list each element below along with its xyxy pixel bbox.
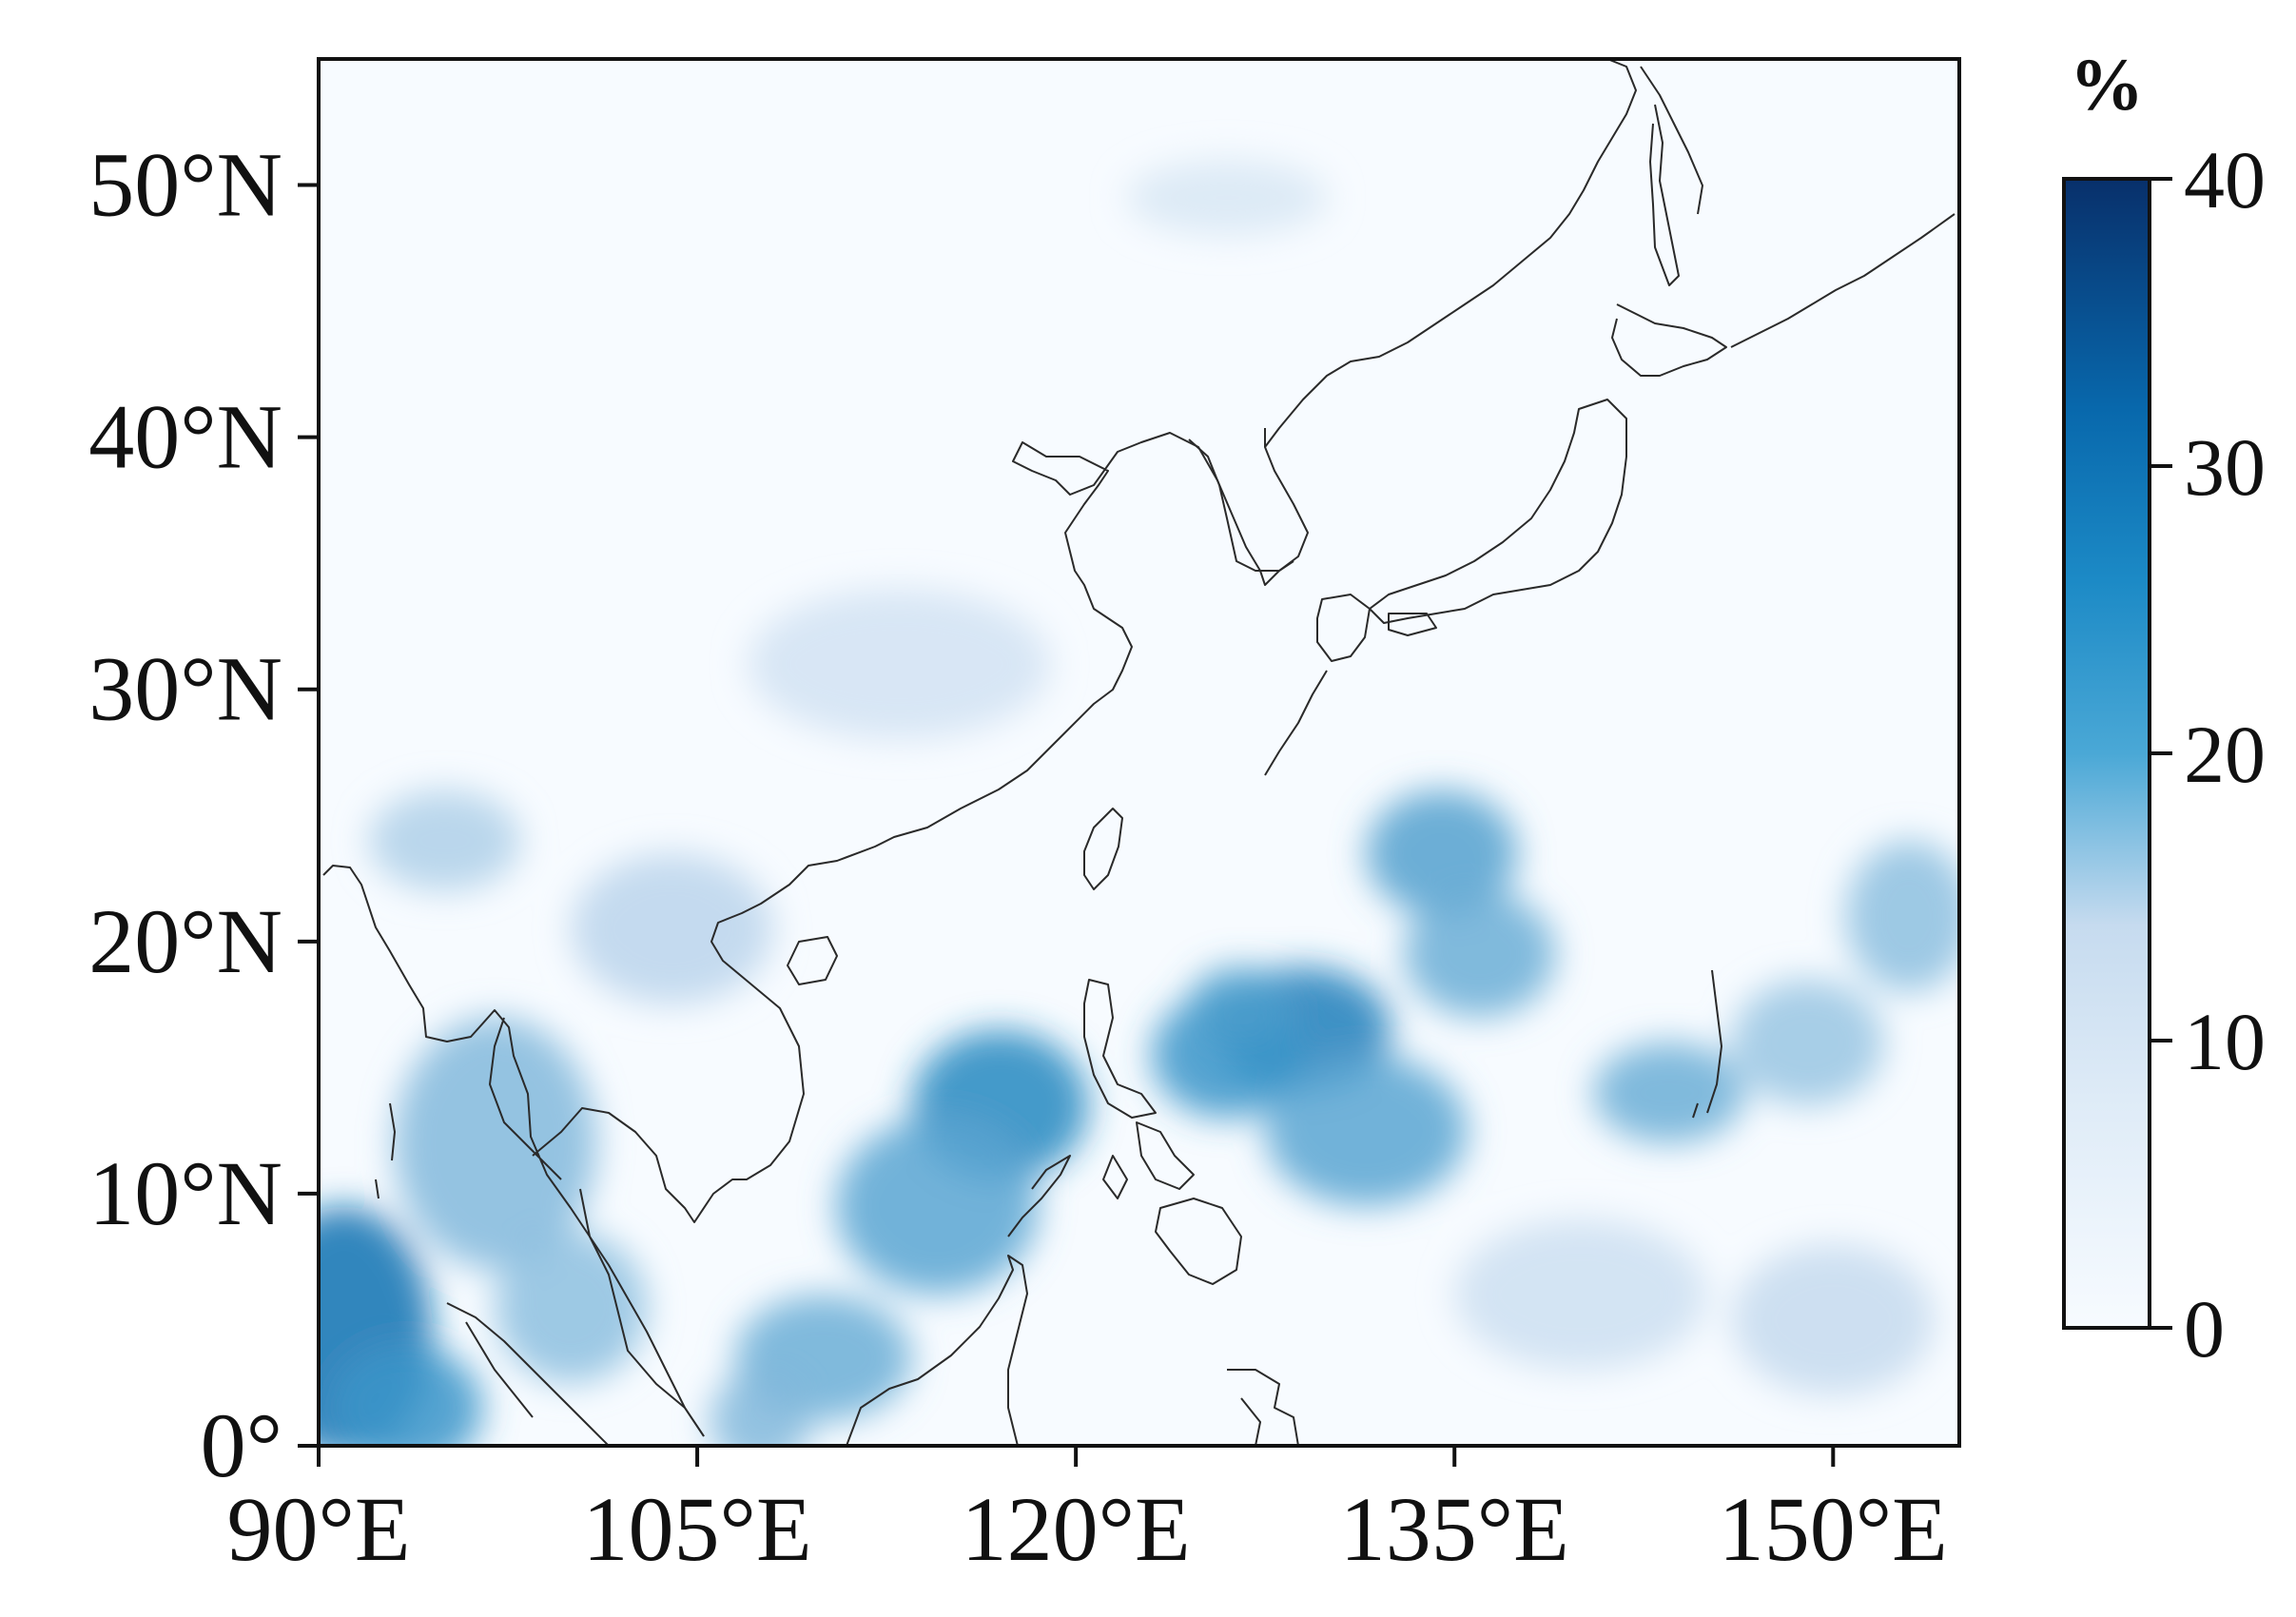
heat-hotspot: [836, 1118, 1039, 1295]
heat-hotspot: [1404, 890, 1556, 1018]
heat-hotspot: [748, 588, 1051, 740]
colorbar-tick-label: 40: [2184, 134, 2266, 225]
heat-hotspot: [1732, 979, 1884, 1106]
heat-hotspot: [369, 789, 521, 891]
heat-hotspot: [1845, 840, 1959, 992]
heat-hotspot: [495, 1231, 648, 1383]
heat-hotspot: [1454, 1218, 1707, 1371]
colorbar-tick-label: 10: [2184, 996, 2266, 1087]
heat-hotspot: [331, 1344, 483, 1446]
heatmap-layer: [319, 160, 1959, 1446]
coastline-hokkaido: [1611, 303, 1727, 377]
colorbar-gradient: [2062, 177, 2151, 1330]
coastline-russia-far-east: [1264, 59, 1703, 448]
coastline-korea: [1188, 428, 1309, 572]
coastline-sulawesi: [1227, 1369, 1299, 1446]
y-tick-label: 20°N: [88, 890, 282, 992]
heat-hotspot: [394, 1017, 596, 1270]
coastlines: [322, 59, 1955, 1446]
map-area: [317, 57, 1961, 1448]
x-tick-label: 120°E: [962, 1478, 1191, 1580]
coastline-kyushu: [1316, 594, 1371, 662]
coastline-taiwan: [1083, 808, 1123, 890]
y-tick-label: 10°N: [88, 1142, 282, 1244]
colorbar-tick-label: 0: [2184, 1283, 2225, 1374]
coastline-kurils: [1730, 213, 1955, 348]
coastline-honshu: [1369, 399, 1627, 624]
coastline-luzon: [1083, 979, 1157, 1119]
coastline-mariana: [1692, 969, 1722, 1119]
map-background: [319, 59, 1959, 1446]
y-tick-label: 0°: [201, 1394, 282, 1496]
colorbar-ticks: 0 10 20 30 40: [2150, 134, 2266, 1374]
coastline-malay-peninsula: [579, 1188, 705, 1437]
heat-hotspot: [1265, 1055, 1468, 1207]
coastline-shikoku: [1388, 613, 1437, 636]
heat-hotspot: [1732, 1243, 1935, 1395]
map-frame: [317, 57, 1961, 1448]
y-axis: 0° 10°N 20°N 30°N 40°N 50°N: [88, 134, 319, 1496]
y-tick-label: 30°N: [88, 638, 282, 740]
heat-hotspot: [1366, 789, 1518, 917]
x-axis: 90°E 105°E 120°E 135°E 150°E: [226, 1446, 1948, 1580]
x-tick-label: 105°E: [583, 1478, 812, 1580]
y-tick-label: 50°N: [88, 134, 282, 236]
heat-hotspot: [1126, 160, 1329, 236]
y-tick-label: 40°N: [88, 386, 282, 488]
x-tick-label: 135°E: [1340, 1478, 1569, 1580]
colorbar: % 0 10 20 30 40: [2062, 43, 2266, 1374]
coastline-visayas: [1102, 1121, 1195, 1199]
x-tick-label: 150°E: [1719, 1478, 1948, 1580]
coastline-sumatra: [446, 1302, 610, 1446]
coastline-ryukyu: [1264, 670, 1328, 776]
coastline-sakhalin: [1649, 104, 1680, 286]
x-tick-label: 90°E: [226, 1478, 410, 1580]
coastline-mainland: [322, 432, 1294, 1437]
heat-hotspot: [571, 853, 773, 1005]
heat-hotspot: [1593, 1042, 1745, 1143]
coastline-andaman: [375, 1102, 396, 1199]
coastline-hainan: [787, 936, 838, 985]
heat-hotspot: [1189, 966, 1291, 1042]
colorbar-tick-label: 20: [2184, 709, 2266, 800]
coastline-mindanao: [1155, 1198, 1242, 1285]
colorbar-tick-label: 30: [2184, 421, 2266, 513]
colorbar-unit-label: %: [2070, 43, 2144, 126]
coastline-borneo: [846, 1255, 1028, 1446]
heat-hotspot: [710, 1370, 811, 1446]
coastline-palawan: [1007, 1155, 1071, 1237]
